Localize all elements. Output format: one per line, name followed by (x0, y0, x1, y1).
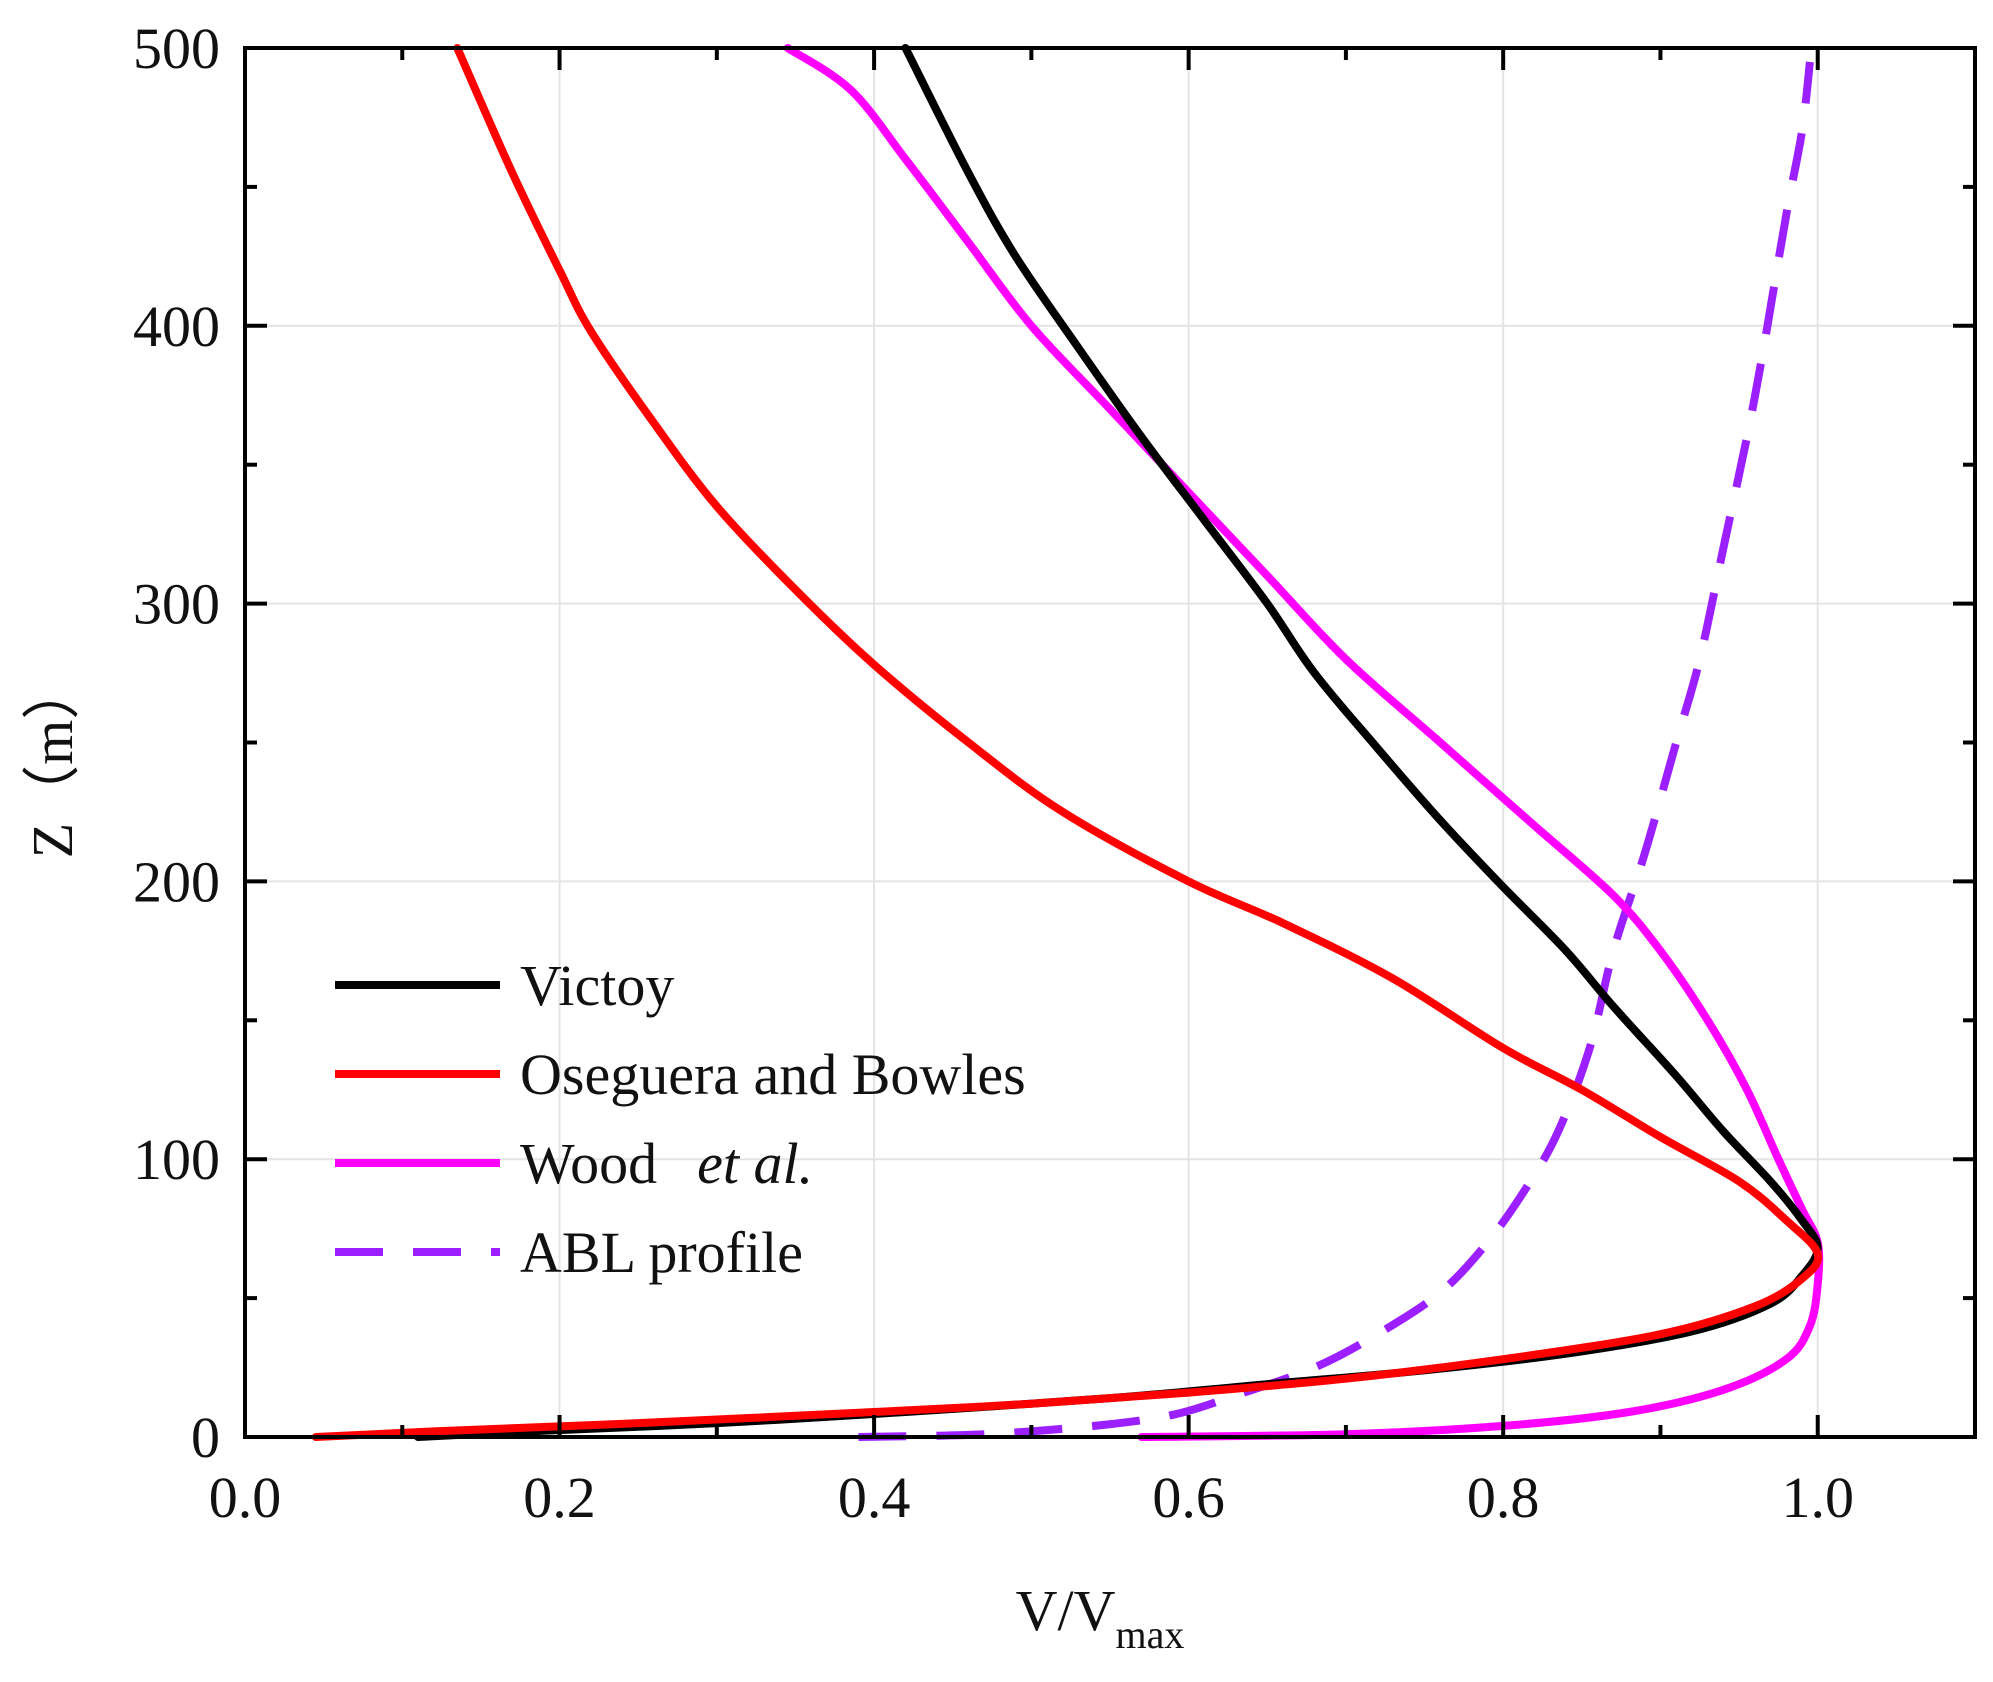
legend-label-0: Victoy (520, 953, 674, 1018)
series-line-abl-profile (858, 61, 1814, 1441)
legend-label-1: Oseguera and Bowles (520, 1042, 1026, 1107)
x-tick-label: 0.8 (1467, 1465, 1540, 1530)
x-tick-label: 0.4 (838, 1465, 911, 1530)
y-tick-label: 500 (133, 16, 220, 81)
y-tick-labels: 0 100 200 300 400 500 (133, 16, 220, 1470)
legend-label-2: Wood et al. (520, 1131, 813, 1196)
x-axis-title-main: V/V (1016, 1578, 1116, 1643)
legend: Victoy Oseguera and Bowles Wood et al. ABL p… (335, 953, 1026, 1285)
series-line-oseguera-and-bowles (311, 44, 1823, 1441)
x-tick-label: 1.0 (1781, 1465, 1854, 1530)
x-tick-labels: 0.0 0.2 0.4 0.6 0.8 1.0 (209, 1465, 1854, 1530)
y-tick-label: 100 (133, 1127, 220, 1192)
y-tick-label: 200 (133, 849, 220, 914)
legend-label-text: Victoy (520, 953, 674, 1018)
y-tick-label: 0 (191, 1405, 220, 1470)
legend-label-text: Oseguera and Bowles (520, 1042, 1026, 1107)
legend-label-3: ABL profile (520, 1220, 803, 1285)
series-layer (311, 44, 1824, 1441)
x-axis-title-subscript: max (1116, 1612, 1185, 1657)
x-tick-label: 0.0 (209, 1465, 282, 1530)
legend-label-text: ABL profile (520, 1220, 803, 1285)
legend-label-italic: et al. (697, 1131, 813, 1196)
x-tick-label: 0.6 (1152, 1465, 1225, 1530)
grid-lines (245, 48, 1975, 1437)
y-axis-title: Z（m） (20, 662, 85, 859)
legend-label-text: Wood (520, 1131, 657, 1196)
axis-ticks (243, 46, 1977, 1439)
x-tick-label: 0.2 (523, 1465, 596, 1530)
series-line-wood-et-al (783, 44, 1824, 1441)
y-tick-label: 400 (133, 294, 220, 359)
y-tick-label: 300 (133, 572, 220, 637)
x-axis-title: V/Vmax (1016, 1578, 1185, 1657)
